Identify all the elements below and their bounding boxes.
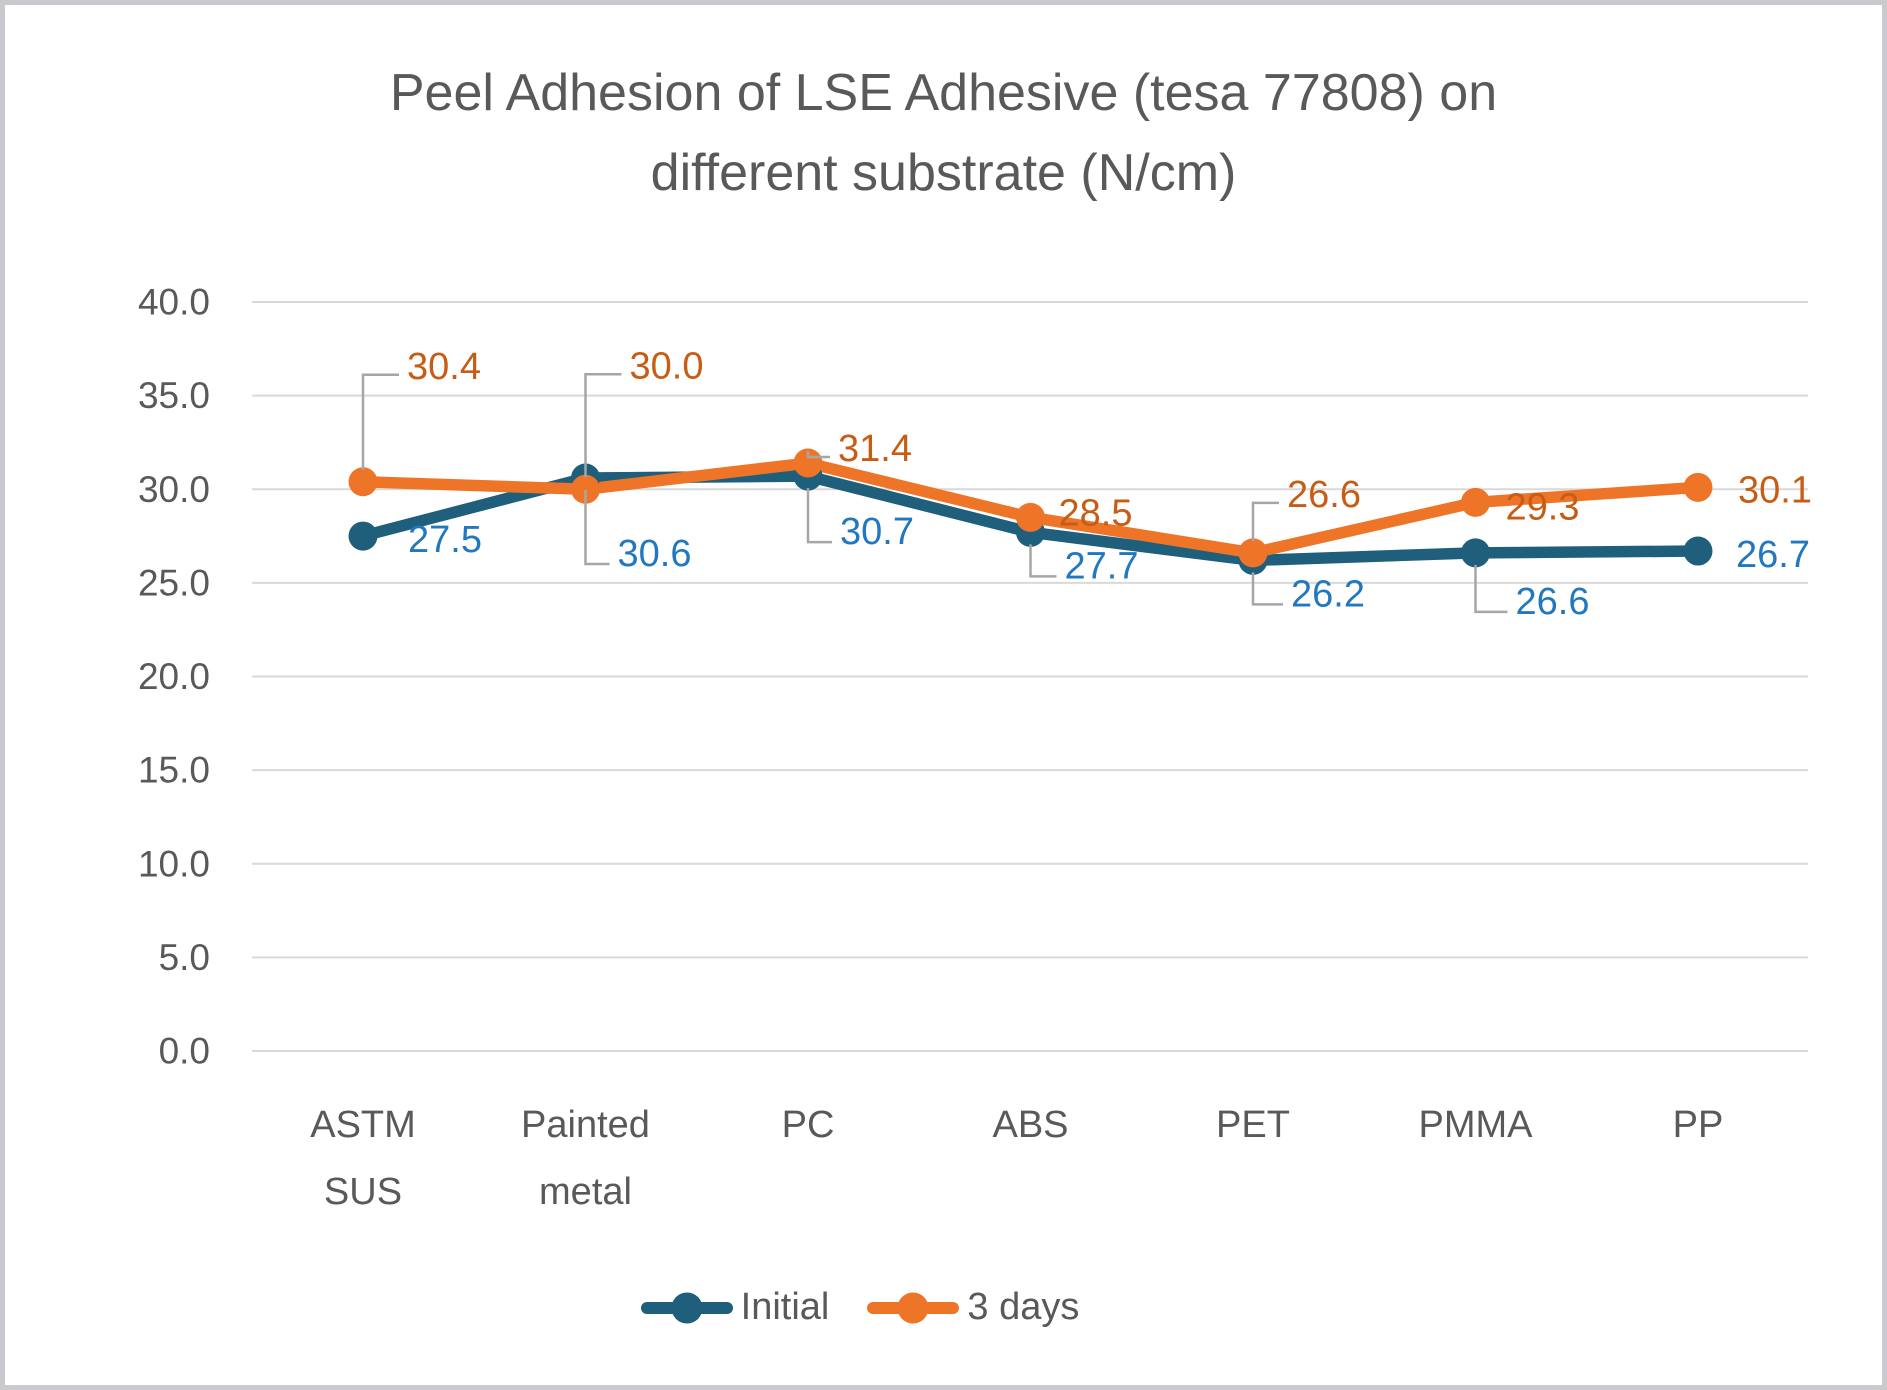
chart-title: Peel Adhesion of LSE Adhesive (tesa 7780… [5,53,1882,213]
data-point-marker [1461,538,1490,568]
x-axis-category-label: ASTM [310,1104,416,1146]
line-chart: 0.0 5.0 10.0 15.0 20.0 25.0 30.0 35.0 40.0 ASTM SU… [138,282,1812,1214]
y-axis-tick-label: 25.0 [138,562,210,603]
data-point-marker [348,521,378,551]
legend-line-marker-icon [867,1292,960,1323]
data-label-leader-line [1251,501,1279,541]
x-axis-category-label: PET [1216,1104,1290,1146]
y-axis-tick-label: 20.0 [138,656,210,697]
data-point-marker [348,467,378,497]
data-label-leader-line [584,490,610,566]
data-label: 30.6 [618,533,692,575]
data-point-marker [1461,487,1490,517]
data-point-marker [1683,472,1713,502]
data-label: 31.4 [838,428,912,470]
data-label: 28.5 [1059,492,1133,534]
data-label: 26.6 [1287,474,1361,516]
legend-item-3days: 3 days [867,1286,1079,1329]
data-point-marker [1683,536,1713,566]
data-label: 26.2 [1291,573,1365,615]
x-axis-category-label: PC [782,1104,835,1146]
data-point-marker [571,474,600,504]
data-point-marker [1238,538,1268,568]
data-label-leader-line [1029,544,1057,578]
y-axis-tick-label: 30.0 [138,469,210,510]
data-label-leader-line [1251,572,1283,606]
y-axis-tick-label: 40.0 [138,282,210,323]
legend-line-marker-icon [640,1292,733,1323]
data-label-leader-line [1474,564,1508,614]
data-point-marker [1016,502,1045,532]
data-label-leader-line [584,373,622,478]
data-label-leader-line [806,451,830,459]
data-label: 30.0 [630,345,704,387]
data-label: 26.7 [1736,534,1810,576]
data-label: 26.6 [1516,581,1590,623]
data-label-leader-line [361,373,399,470]
y-axis-tick-label: 15.0 [138,750,210,791]
data-label: 27.5 [408,519,482,561]
data-label: 30.1 [1738,469,1812,511]
x-axis-category-label: Painted [521,1104,650,1146]
chart-title-line-1: Peel Adhesion of LSE Adhesive (tesa 7780… [389,64,1498,122]
x-axis-category-label: SUS [324,1171,402,1213]
x-axis-category-label: metal [539,1171,632,1213]
legend-label-initial: Initial [740,1286,830,1328]
chart-legend: Initial 3 days [5,1286,1715,1329]
y-axis-tick-label: 5.0 [159,937,210,978]
data-label: 30.4 [407,346,481,388]
x-axis-category-label: PP [1673,1104,1724,1146]
y-axis-tick-label: 0.0 [159,1031,210,1072]
x-axis-category-label: PMMA [1419,1104,1534,1146]
data-label-leader-line [806,488,832,544]
legend-dot-icon [671,1292,703,1323]
legend-label-3days: 3 days [967,1286,1080,1328]
legend-item-initial: Initial [640,1286,830,1329]
data-label: 29.3 [1506,486,1580,528]
chart-title-line-2: different substrate (N/cm) [650,144,1237,202]
y-axis-tick-label: 35.0 [138,375,210,416]
x-axis-category-label: ABS [992,1104,1068,1146]
legend-dot-icon [897,1292,929,1323]
data-label: 27.7 [1065,545,1139,587]
data-label: 30.7 [840,511,914,553]
y-axis-tick-label: 10.0 [138,843,210,884]
